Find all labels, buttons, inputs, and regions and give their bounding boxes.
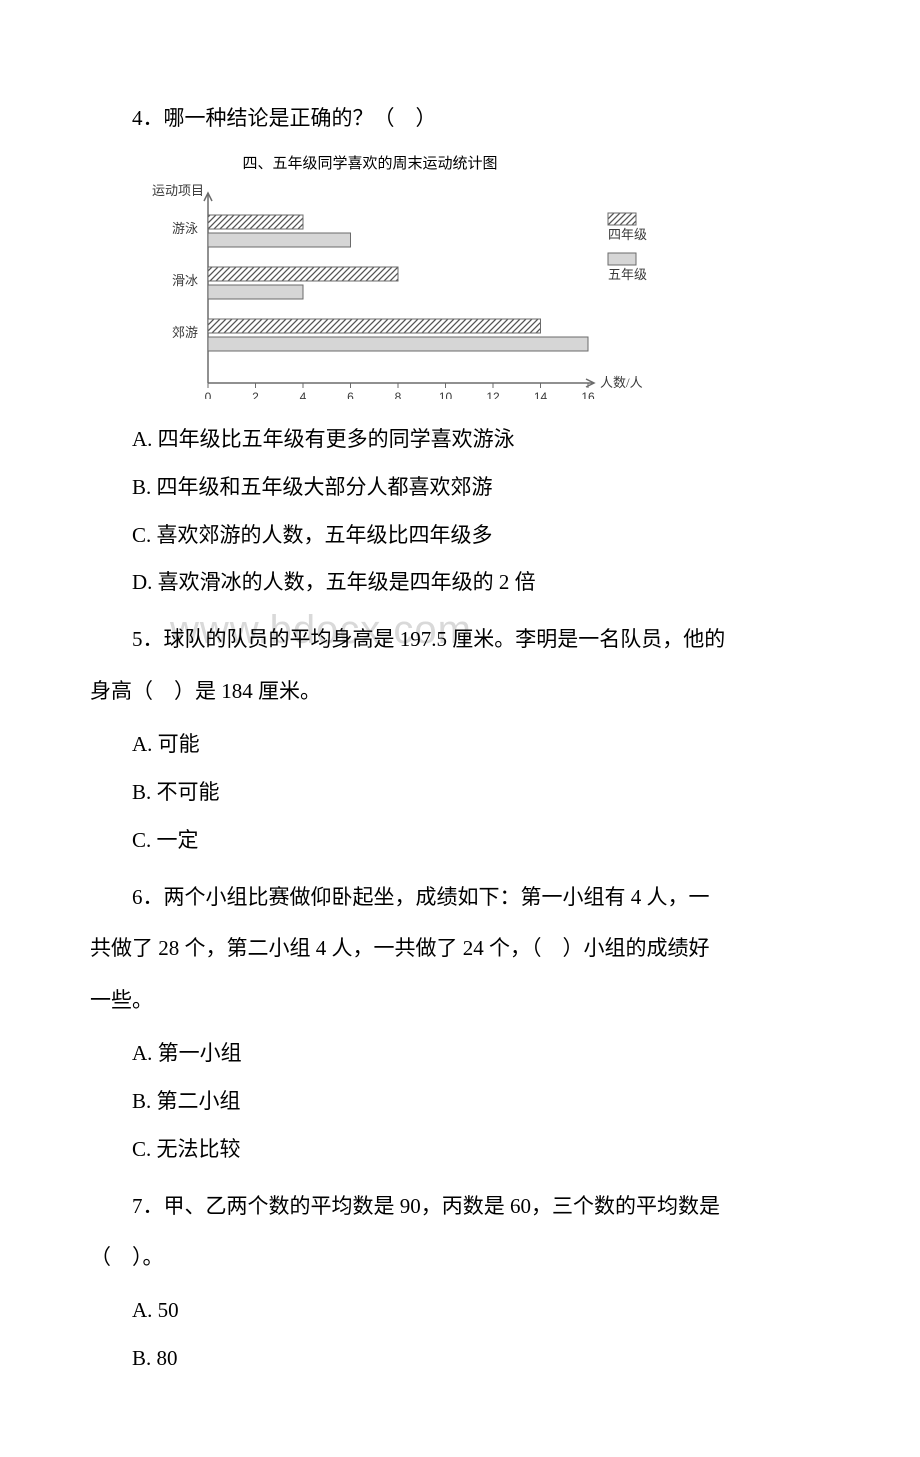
q5-prompt-l1: 5．球队的队员的平均身高是 197.5 厘米。李明是一名队员，他的 xyxy=(90,621,830,659)
q5-option-a: A. 可能 xyxy=(90,725,830,765)
q6-option-a: A. 第一小组 xyxy=(90,1034,830,1074)
q7-prompt-l1: 7．甲、乙两个数的平均数是 90，丙数是 60，三个数的平均数是 xyxy=(90,1188,830,1226)
svg-text:郊游: 郊游 xyxy=(172,325,198,340)
svg-text:10: 10 xyxy=(439,390,453,399)
svg-text:2: 2 xyxy=(252,390,259,399)
q6-option-c: C. 无法比较 xyxy=(90,1130,830,1170)
q4-chart-svg: 运动项目人数/人 0 2 4 6 8 10 12 14 16 游泳滑冰郊游 四年级五年级 xyxy=(150,179,650,399)
question-4: 4．哪一种结论是正确的？（ ） 四、五年级同学喜欢的周末运动统计图 运动项目人数… xyxy=(90,100,830,603)
svg-text:4: 4 xyxy=(300,390,307,399)
q4-option-d: D. 喜欢滑冰的人数，五年级是四年级的 2 倍 xyxy=(90,563,830,603)
q7-prompt-l2: （ ）。 xyxy=(90,1239,830,1277)
q4-option-b: B. 四年级和五年级大部分人都喜欢郊游 xyxy=(90,468,830,508)
q4-option-a: A. 四年级比五年级有更多的同学喜欢游泳 xyxy=(90,420,830,460)
svg-text:五年级: 五年级 xyxy=(608,267,647,282)
svg-text:16: 16 xyxy=(581,390,595,399)
svg-text:6: 6 xyxy=(347,390,354,399)
svg-text:0: 0 xyxy=(205,390,212,399)
q4-prompt: 4．哪一种结论是正确的？（ ） xyxy=(90,100,830,138)
q6-prompt-l1: 6．两个小组比赛做仰卧起坐，成绩如下：第一小组有 4 人，一 xyxy=(90,879,830,917)
svg-text:8: 8 xyxy=(395,390,402,399)
q5-option-c: C. 一定 xyxy=(90,821,830,861)
q4-chart-title: 四、五年级同学喜欢的周末运动统计图 xyxy=(150,152,590,173)
question-5: 5．球队的队员的平均身高是 197.5 厘米。李明是一名队员，他的 身高（ ）是… xyxy=(90,621,830,860)
q4-option-c: C. 喜欢郊游的人数，五年级比四年级多 xyxy=(90,516,830,556)
svg-text:游泳: 游泳 xyxy=(172,221,198,236)
q6-option-b: B. 第二小组 xyxy=(90,1082,830,1122)
q5-prompt-l2: 身高（ ）是 184 厘米。 xyxy=(90,673,830,711)
q7-option-a: A. 50 xyxy=(90,1291,830,1331)
q4-chart: 四、五年级同学喜欢的周末运动统计图 运动项目人数/人 0 2 4 6 8 10 12 14 16 游… xyxy=(150,152,830,404)
q6-prompt-l3: 一些。 xyxy=(90,982,830,1020)
svg-text:人数/人: 人数/人 xyxy=(600,375,643,390)
svg-text:四年级: 四年级 xyxy=(608,227,647,242)
question-6: 6．两个小组比赛做仰卧起坐，成绩如下：第一小组有 4 人，一 共做了 28 个，… xyxy=(90,879,830,1170)
svg-text:运动项目: 运动项目 xyxy=(152,183,204,198)
question-7: 7．甲、乙两个数的平均数是 90，丙数是 60，三个数的平均数是 （ ）。 A.… xyxy=(90,1188,830,1379)
svg-text:滑冰: 滑冰 xyxy=(172,273,198,288)
q5-option-b: B. 不可能 xyxy=(90,773,830,813)
q7-option-b: B. 80 xyxy=(90,1339,830,1379)
svg-text:12: 12 xyxy=(486,390,500,399)
q6-prompt-l2: 共做了 28 个，第二小组 4 人，一共做了 24 个，（ ）小组的成绩好 xyxy=(90,930,830,968)
svg-text:14: 14 xyxy=(534,390,548,399)
